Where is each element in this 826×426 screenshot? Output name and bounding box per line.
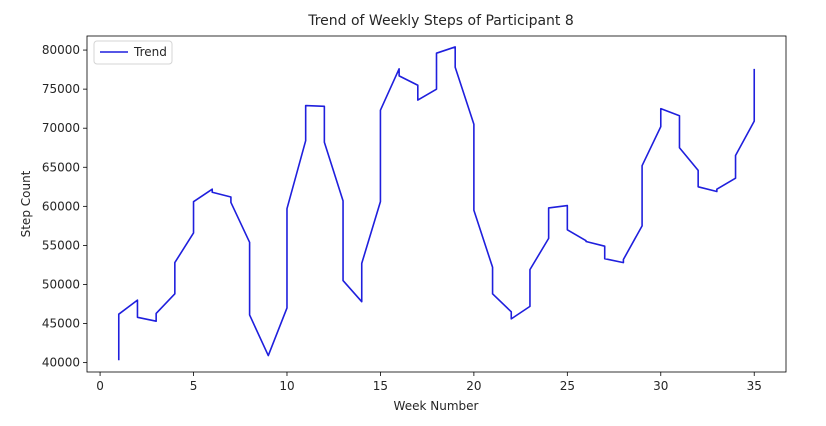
- x-tick-label: 15: [373, 379, 388, 393]
- y-tick-label: 65000: [42, 160, 80, 174]
- chart-title: Trend of Weekly Steps of Participant 8: [307, 13, 574, 29]
- y-tick-label: 80000: [42, 43, 80, 57]
- x-axis-label: Week Number: [394, 399, 479, 413]
- x-tick-label: 5: [190, 379, 198, 393]
- x-tick-label: 35: [747, 379, 762, 393]
- legend-label-trend: Trend: [133, 45, 167, 59]
- series-lines: [117, 46, 756, 361]
- x-tick-label: 0: [96, 379, 104, 393]
- x-tick-label: 20: [466, 379, 481, 393]
- y-tick-label: 50000: [42, 277, 80, 291]
- y-tick-label: 40000: [42, 356, 80, 370]
- y-tick-label: 55000: [42, 238, 80, 252]
- y-tick-label: 75000: [42, 82, 80, 96]
- y-tick-label: 70000: [42, 121, 80, 135]
- y-axis-label: Step Count: [19, 170, 33, 237]
- x-tick-label: 10: [279, 379, 294, 393]
- y-tick-label: 60000: [42, 199, 80, 213]
- legend-box: [93, 40, 173, 65]
- legend: Trend: [93, 40, 173, 65]
- axis-ticks: 0 5 10 15 20 25 30 35 40000 45000 50000 55000 60000 6…: [42, 43, 762, 393]
- y-tick-label: 45000: [42, 317, 80, 331]
- series-line-trend: [117, 46, 756, 361]
- x-tick-label: 30: [653, 379, 668, 393]
- x-tick-label: 25: [560, 379, 575, 393]
- plot-frame: [86, 35, 787, 373]
